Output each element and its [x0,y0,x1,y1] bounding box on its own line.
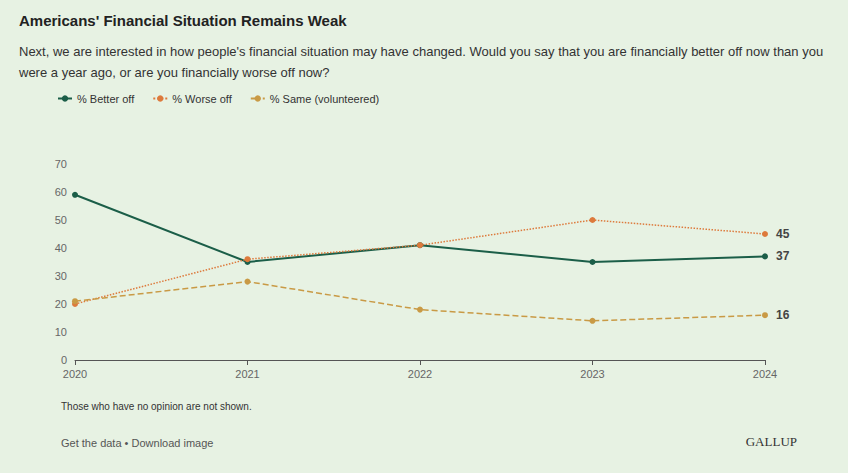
svg-text:Those who have no opinion are: Those who have no opinion are not shown. [61,401,252,412]
svg-text:Americans' Financial Situation: Americans' Financial Situation Remains W… [19,12,347,29]
svg-text:20: 20 [55,298,67,310]
svg-text:% Better off: % Better off [77,93,135,105]
svg-text:2023: 2023 [580,368,604,380]
svg-text:30: 30 [55,270,67,282]
svg-text:% Same (volunteered): % Same (volunteered) [270,93,379,105]
svg-text:2022: 2022 [408,368,432,380]
svg-text:70: 70 [55,158,67,170]
svg-text:Next, we are interested in how: Next, we are interested in how people's … [19,44,827,59]
svg-text:2021: 2021 [235,368,259,380]
svg-text:40: 40 [55,242,67,254]
svg-text:10: 10 [55,326,67,338]
svg-text:0: 0 [61,354,67,366]
svg-text:2020: 2020 [63,368,87,380]
svg-text:60: 60 [55,186,67,198]
svg-text:2024: 2024 [753,368,777,380]
svg-text:GALLUP: GALLUP [746,434,797,449]
svg-text:Get the data • Download image: Get the data • Download image [61,437,213,449]
svg-text:were a year ago, or are you fi: were a year ago, or are you financially … [18,65,329,80]
svg-text:50: 50 [55,214,67,226]
svg-text:% Worse off: % Worse off [172,93,232,105]
svg-text:45: 45 [776,227,790,241]
svg-text:37: 37 [776,249,790,263]
svg-text:16: 16 [776,308,790,322]
